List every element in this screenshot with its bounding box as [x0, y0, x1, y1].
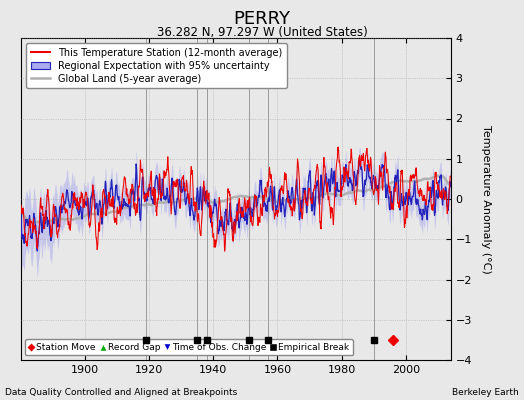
Text: 36.282 N, 97.297 W (United States): 36.282 N, 97.297 W (United States)	[157, 26, 367, 39]
Y-axis label: Temperature Anomaly (°C): Temperature Anomaly (°C)	[482, 125, 492, 273]
Text: PERRY: PERRY	[234, 10, 290, 28]
Text: Data Quality Controlled and Aligned at Breakpoints: Data Quality Controlled and Aligned at B…	[5, 388, 237, 397]
Legend: Station Move, Record Gap, Time of Obs. Change, Empirical Break: Station Move, Record Gap, Time of Obs. C…	[26, 339, 353, 356]
Text: Berkeley Earth: Berkeley Earth	[452, 388, 519, 397]
